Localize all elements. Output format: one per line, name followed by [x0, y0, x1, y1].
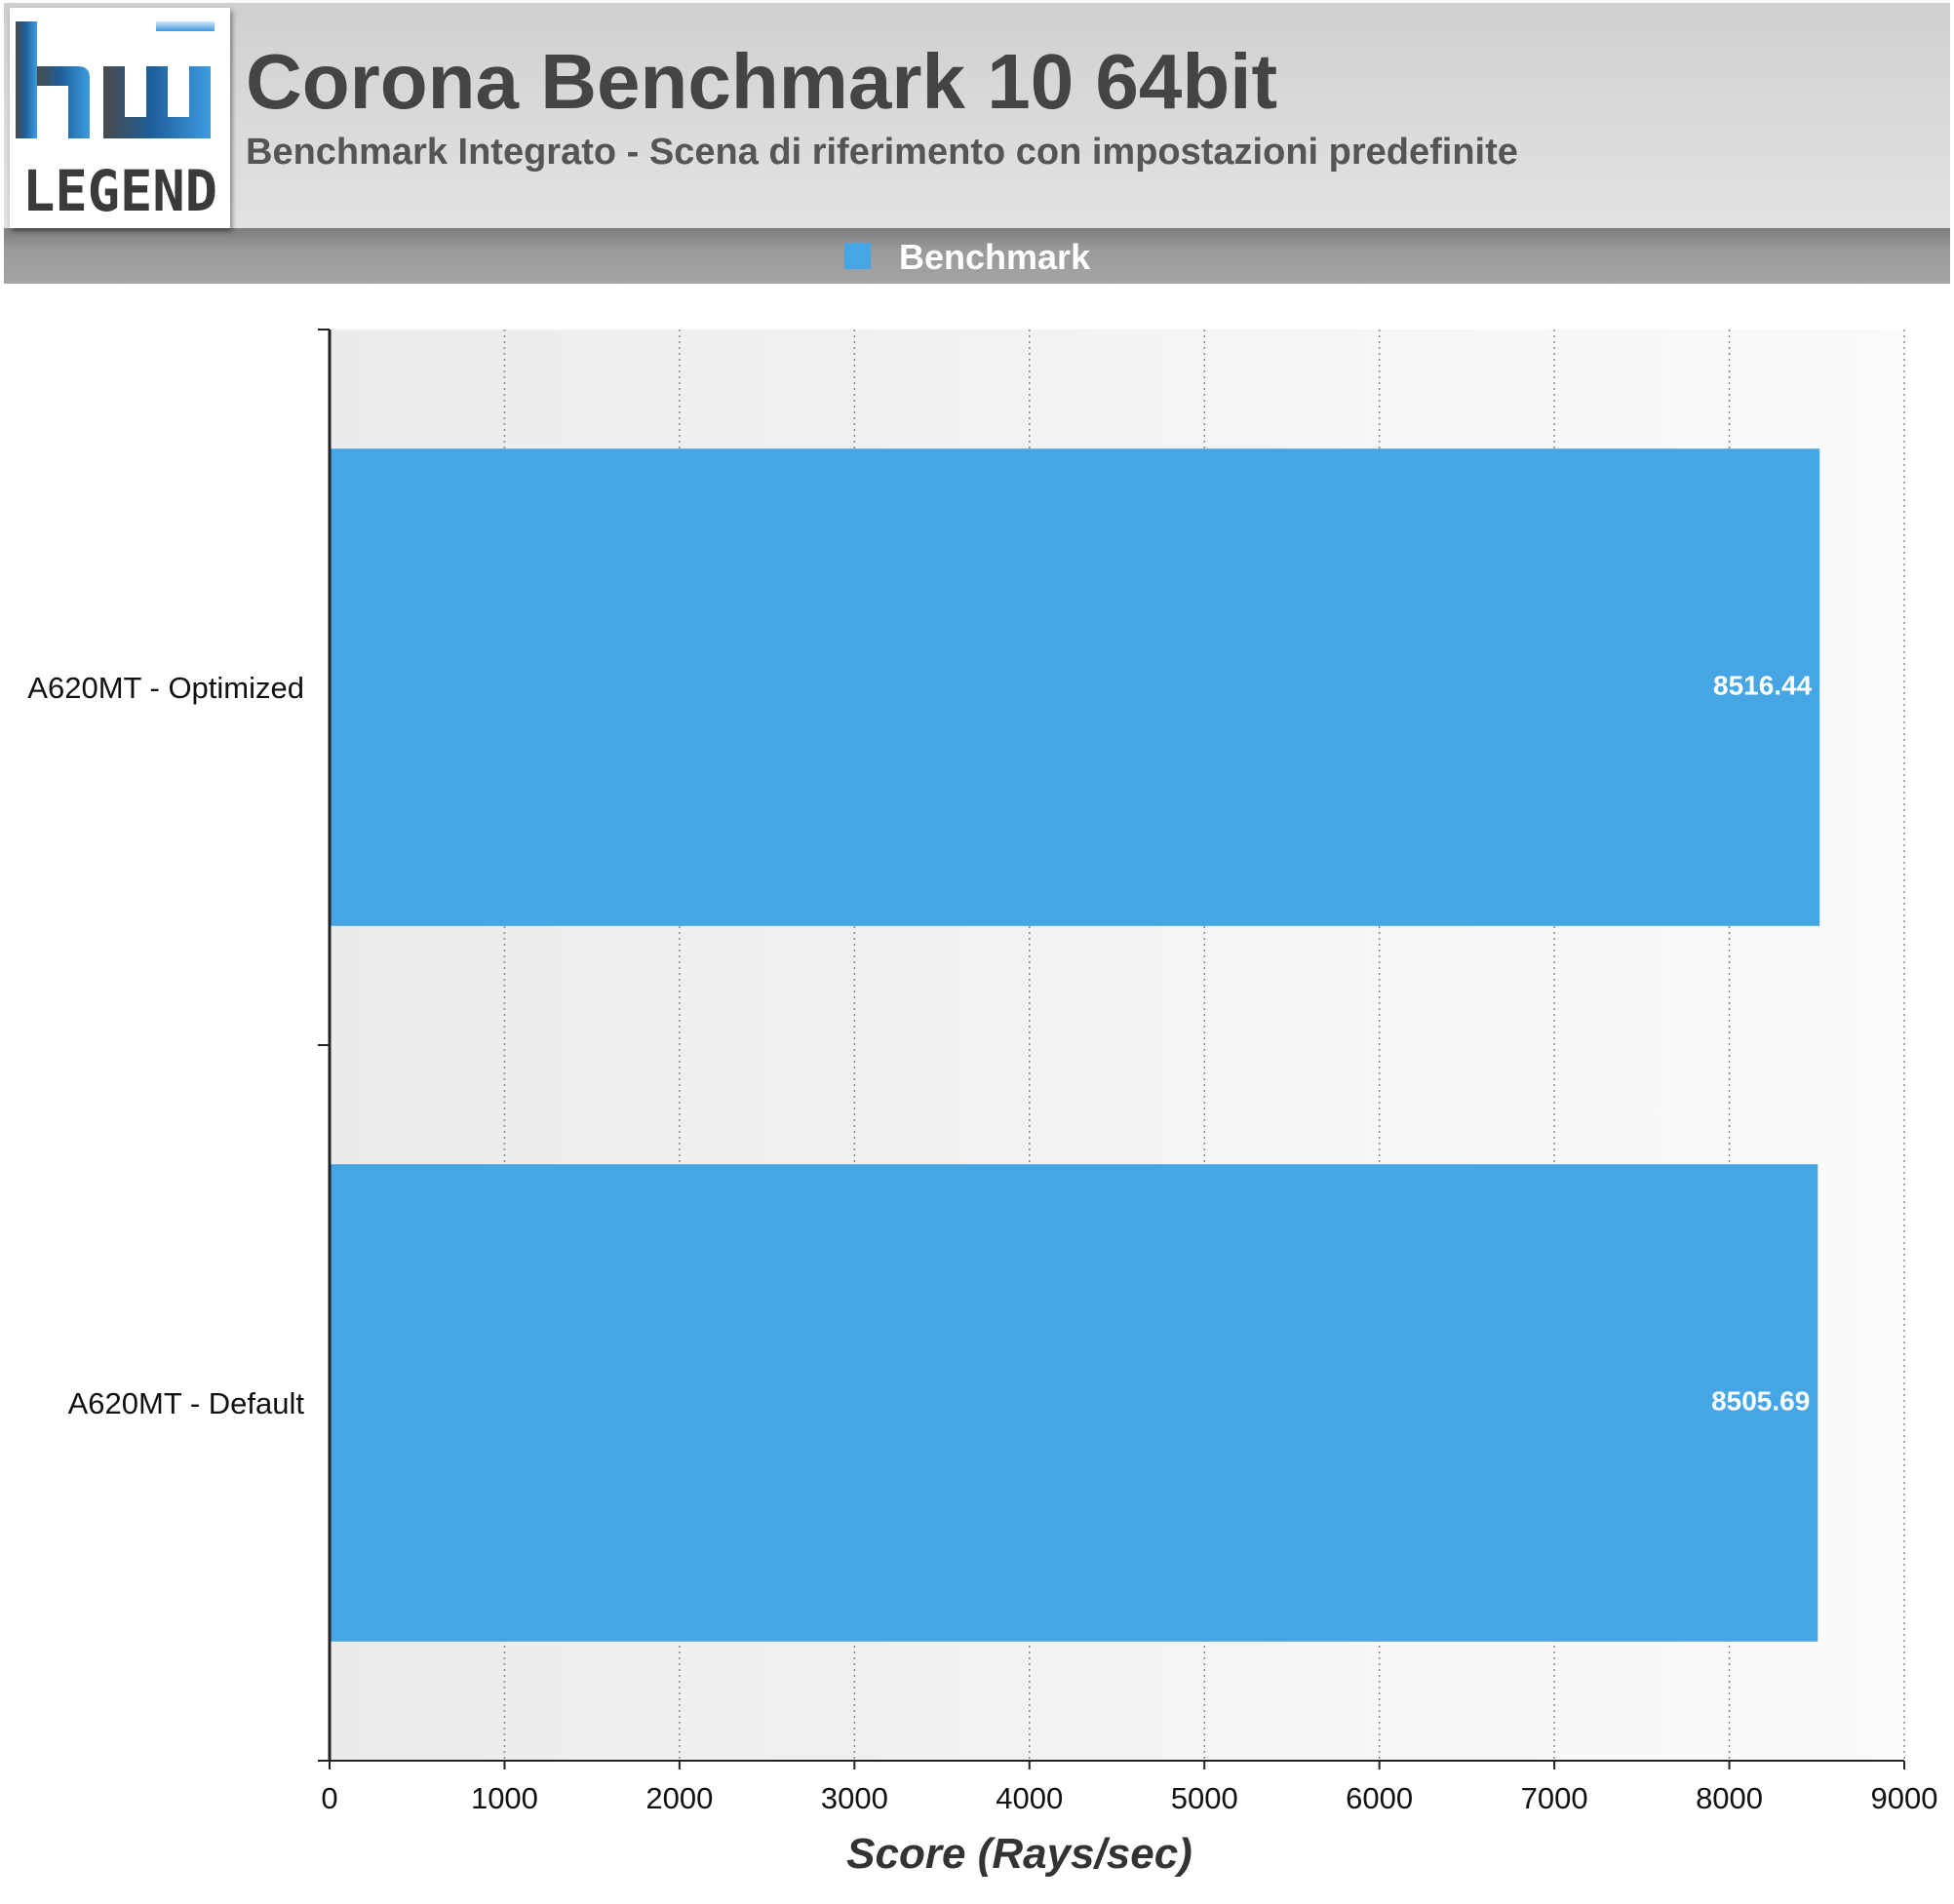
x-tick-label: 3000 — [821, 1781, 888, 1815]
labels: 0 1000 2000 3000 4000 5000 6000 7000 8000 9000 851… — [27, 670, 1937, 1878]
legend-swatch-benchmark — [844, 243, 871, 269]
category-label: A620MT - Default — [68, 1386, 305, 1420]
gridlines — [503, 330, 1905, 1761]
logo-hw-mark — [16, 21, 215, 138]
bar-value-label: 8505.69 — [1711, 1385, 1810, 1416]
legend-bar — [4, 228, 1950, 284]
x-tick-label: 8000 — [1696, 1781, 1763, 1815]
x-tick-label: 1000 — [471, 1781, 538, 1815]
bar — [330, 448, 1820, 926]
x-axis-title: Score (Rays/sec) — [846, 1830, 1192, 1878]
category-label: A620MT - Optimized — [27, 671, 304, 705]
chart-header — [4, 3, 1950, 228]
x-tick-label: 2000 — [645, 1781, 713, 1815]
x-tick-label: 0 — [321, 1781, 337, 1815]
bars — [330, 448, 1820, 1642]
x-tick-label: 7000 — [1521, 1781, 1588, 1815]
x-tick-label: 6000 — [1346, 1781, 1413, 1815]
legend-label-benchmark: Benchmark — [899, 237, 1091, 277]
chart-title: Corona Benchmark 10 64bit — [246, 38, 1278, 125]
bar — [330, 1164, 1818, 1642]
axes — [318, 329, 1905, 1769]
chart-subtitle: Benchmark Integrato - Scena di riferimen… — [246, 132, 1518, 173]
logo-graphic: LEGEND — [16, 21, 217, 224]
x-tick-label: 5000 — [1171, 1781, 1238, 1815]
x-tick-label: 4000 — [996, 1781, 1063, 1815]
site-logo: LEGEND — [10, 8, 230, 228]
x-tick-label: 9000 — [1871, 1781, 1938, 1815]
logo-legend-text: LEGEND — [22, 158, 217, 224]
bar-value-label: 8516.44 — [1713, 670, 1813, 700]
